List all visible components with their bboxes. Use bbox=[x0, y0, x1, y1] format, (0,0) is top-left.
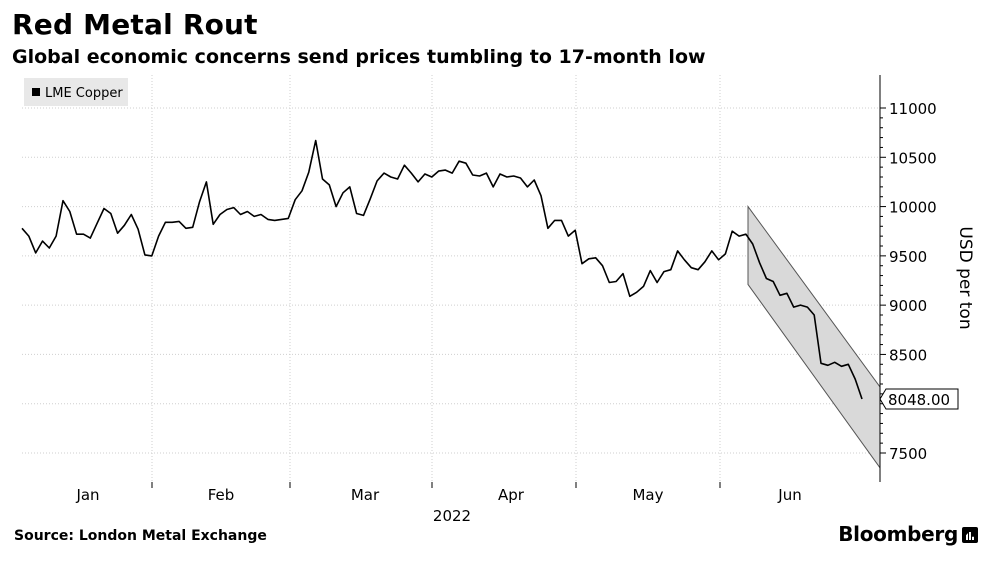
y-axis-label: USD per ton bbox=[955, 226, 975, 329]
page-title: Red Metal Rout bbox=[12, 8, 258, 41]
last-value-badge: 8048.00 bbox=[879, 388, 959, 410]
trend-channel-band bbox=[747, 205, 881, 470]
x-tick-label-mar: Mar bbox=[351, 486, 380, 504]
x-tick-label-feb: Feb bbox=[208, 486, 235, 504]
y-tick-label: 10000 bbox=[889, 199, 937, 217]
y-tick-label: 9000 bbox=[889, 297, 927, 315]
source-note: Source: London Metal Exchange bbox=[14, 528, 267, 544]
legend-swatch bbox=[32, 88, 40, 96]
last-value-label: 8048.00 bbox=[888, 391, 950, 409]
last-value-box bbox=[879, 388, 959, 410]
y-tick-label: 7500 bbox=[889, 445, 927, 463]
y-tick-label: 9500 bbox=[889, 248, 927, 266]
series-layer bbox=[21, 139, 863, 400]
y-tick-label: 10500 bbox=[889, 149, 937, 167]
legend-box bbox=[24, 78, 128, 106]
x-tick-label-jan: Jan bbox=[75, 486, 99, 504]
x-tick-label-apr: Apr bbox=[498, 486, 525, 504]
y-axis: 750080008500900095001000010500110008048.… bbox=[879, 75, 959, 482]
y-tick-label: 11000 bbox=[889, 100, 937, 118]
series-line-lme-copper bbox=[21, 139, 863, 400]
x-tick-label-jun: Jun bbox=[777, 486, 801, 504]
bloomberg-logo: Bloomberg bbox=[838, 522, 958, 546]
legend-label-lme-copper: LME Copper bbox=[45, 86, 123, 101]
y-tick-label: 8500 bbox=[889, 346, 927, 364]
x-axis: Jan Feb Mar Apr May Jun bbox=[75, 482, 802, 504]
legend: LME Copper bbox=[24, 78, 128, 106]
x-tick-label-may: May bbox=[632, 486, 663, 504]
x-axis-year-label: 2022 bbox=[433, 507, 471, 525]
bloomberg-terminal-icon bbox=[962, 527, 978, 543]
trend-channel bbox=[747, 205, 881, 470]
page-subtitle: Global economic concerns send prices tum… bbox=[12, 46, 706, 68]
grid-lines bbox=[22, 75, 880, 482]
